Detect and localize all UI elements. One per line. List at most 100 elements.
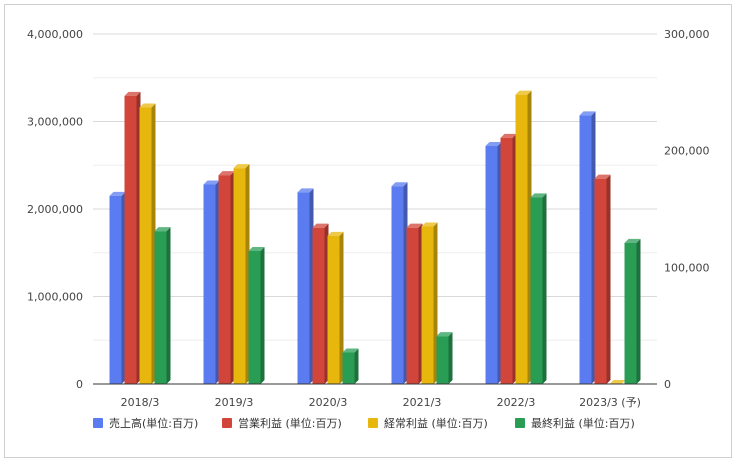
bar-side <box>354 348 359 384</box>
bar <box>342 348 359 384</box>
bar <box>297 188 314 384</box>
bar-front <box>624 242 637 384</box>
bar <box>406 223 423 384</box>
bar-top <box>609 380 626 384</box>
bar <box>421 222 438 384</box>
bar <box>203 180 220 384</box>
bar-front <box>248 251 261 384</box>
bar <box>312 223 329 384</box>
bar <box>609 380 626 384</box>
bar-side <box>339 231 344 384</box>
gridlines <box>93 33 657 341</box>
legend-item: 経常利益 (単位:百万) <box>368 416 488 430</box>
bar-front <box>203 184 216 384</box>
bar-front <box>406 227 419 384</box>
bar-top <box>530 193 547 198</box>
bar-front <box>515 94 528 385</box>
bar-top <box>436 332 453 337</box>
y-left-tick-label: 2,000,000 <box>27 203 83 216</box>
legend-swatch <box>515 418 525 428</box>
bar-top <box>406 223 423 228</box>
bar-front <box>391 186 404 384</box>
bar <box>485 142 502 384</box>
bar-front <box>530 197 543 384</box>
bar-side <box>260 247 265 384</box>
bar-top <box>485 142 502 146</box>
y-right-tick-label: 0 <box>664 378 671 391</box>
bar <box>530 193 547 384</box>
bar-front <box>124 95 137 384</box>
legend-item: 営業利益 (単位:百万) <box>222 416 342 430</box>
legend: 売上高(単位:百万) 営業利益 (単位:百万) 経常利益 (単位:百万) 最終利益 (… <box>93 416 635 430</box>
bar-top <box>297 188 314 193</box>
bar-top <box>203 180 220 185</box>
legend-swatch <box>222 418 232 428</box>
bar-front <box>109 195 122 384</box>
bar-top <box>594 174 611 179</box>
bar-top <box>109 191 126 196</box>
bar-top <box>248 247 265 251</box>
bar <box>436 332 453 384</box>
bar <box>594 174 611 384</box>
bar-top <box>327 231 344 236</box>
legend-label: 経常利益 (単位:百万) <box>384 416 488 430</box>
chart-frame: 0 1,000,000 2,000,000 3,000,000 4,000,000 0 10… <box>4 4 732 458</box>
axes: 0 1,000,000 2,000,000 3,000,000 4,000,000 0 10… <box>27 28 709 409</box>
x-tick-label: 2020/3 <box>309 396 348 409</box>
bar-top <box>154 227 171 232</box>
y-right-tick-label: 200,000 <box>664 145 710 158</box>
bar <box>515 90 532 385</box>
bar-chart: 0 1,000,000 2,000,000 3,000,000 4,000,000 0 10… <box>27 28 709 430</box>
legend-swatch <box>93 418 103 428</box>
bar-top <box>500 133 517 138</box>
legend-item: 売上高(単位:百万) <box>93 416 198 430</box>
legend-label: 最終利益 (単位:百万) <box>531 416 635 430</box>
bar <box>109 191 126 384</box>
bar-side <box>606 174 611 384</box>
bar <box>139 103 156 384</box>
legend-label: 売上高(単位:百万) <box>109 416 198 430</box>
bar-front <box>312 227 325 384</box>
x-tick-label: 2019/3 <box>215 396 254 409</box>
bar <box>248 247 265 384</box>
bar-top <box>124 91 141 96</box>
y-left-tick-label: 0 <box>76 378 83 391</box>
bars <box>109 90 641 385</box>
bar <box>154 227 171 384</box>
bar <box>500 133 517 384</box>
bar-front <box>233 168 246 384</box>
bar-front <box>139 107 152 384</box>
bar-top <box>624 238 641 243</box>
bar <box>218 171 235 384</box>
bar-side <box>542 193 547 384</box>
y-right-tick-label: 100,000 <box>664 261 710 274</box>
bar <box>624 238 641 384</box>
x-tick-label: 2018/3 <box>121 396 160 409</box>
bar <box>579 111 596 384</box>
bar-side <box>636 238 641 384</box>
bar-top <box>233 164 250 169</box>
bar-front <box>436 336 449 384</box>
bar-front <box>500 137 513 384</box>
bar-side <box>448 332 453 384</box>
bar-side <box>166 227 171 384</box>
bar-front <box>421 226 434 384</box>
bar-front <box>342 352 355 384</box>
bar-front <box>154 231 167 384</box>
bar-top <box>421 222 438 227</box>
bar-front <box>485 146 498 384</box>
bar-top <box>391 182 408 187</box>
bar-front <box>594 178 607 384</box>
y-left-tick-label: 4,000,000 <box>27 28 83 41</box>
bar-top <box>139 103 156 108</box>
bar-top <box>579 111 596 116</box>
y-left-tick-label: 1,000,000 <box>27 291 83 304</box>
bar-front <box>579 115 592 384</box>
bar <box>327 231 344 384</box>
bar <box>233 164 250 384</box>
bar-top <box>342 348 359 353</box>
legend-label: 営業利益 (単位:百万) <box>238 416 342 430</box>
x-tick-label: 2023/3 (予) <box>579 396 641 409</box>
legend-swatch <box>368 418 378 428</box>
y-right-tick-label: 300,000 <box>664 28 710 41</box>
